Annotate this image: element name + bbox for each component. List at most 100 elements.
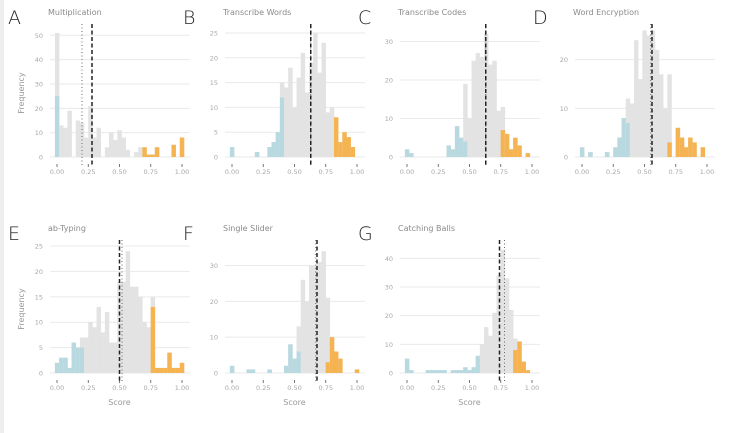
panel-title: Single Slider xyxy=(223,224,274,233)
histogram-bar xyxy=(463,83,468,157)
y-tick-label: 50 xyxy=(35,32,43,40)
histogram-bar xyxy=(479,56,485,157)
histogram-bar-low xyxy=(229,365,235,373)
histogram-bar-low xyxy=(75,347,81,373)
histogram-bar xyxy=(109,132,114,157)
histogram-bar xyxy=(104,312,110,373)
histogram-bar xyxy=(104,147,110,157)
histogram-bar xyxy=(117,130,122,157)
histogram-bar xyxy=(642,30,647,158)
y-tick-label: 40 xyxy=(385,255,393,263)
histogram-bar-high xyxy=(142,147,147,157)
histogram-bar-high xyxy=(333,117,339,157)
x-tick-label: 0.00 xyxy=(400,384,414,392)
panel-title: Multiplication xyxy=(48,8,102,17)
histogram-bar xyxy=(504,278,510,373)
y-tick-label: 0 xyxy=(214,370,218,378)
y-tick-label: 25 xyxy=(35,243,43,251)
x-tick-label: 0.50 xyxy=(112,168,126,176)
histogram-bar-high xyxy=(692,142,697,157)
panel-c: 0 10 20 30 0.00 0.25 0.50 0.75 1.00 C Transcribe C… xyxy=(358,7,540,176)
histogram-bar xyxy=(121,281,126,373)
y-tick-label: 10 xyxy=(560,105,568,113)
histogram-bar-high xyxy=(333,351,339,373)
histogram-bar-high xyxy=(521,361,526,373)
histogram-bar-low xyxy=(621,118,627,157)
histogram-bar-low xyxy=(254,152,260,157)
histogram-bar-low xyxy=(409,153,414,157)
histogram-bar xyxy=(84,337,89,373)
histogram-bar-low xyxy=(79,347,85,373)
panel-letter: C xyxy=(358,7,371,29)
x-tick-label: 0.00 xyxy=(400,168,414,176)
histogram-bar-low xyxy=(579,147,585,157)
histogram-bar-high xyxy=(158,367,164,373)
histogram-bar-high xyxy=(679,137,685,157)
panel-title: Transcribe Words xyxy=(222,8,291,17)
x-tick-label: 0.00 xyxy=(50,384,64,392)
y-tick-label: 10 xyxy=(385,341,393,349)
histogram-bar xyxy=(492,60,497,158)
histogram-bar-low xyxy=(463,141,468,157)
histogram-bar xyxy=(313,32,318,157)
histogram-bar-low xyxy=(467,370,472,373)
histogram-bar xyxy=(138,147,143,157)
histogram-bar-low xyxy=(588,152,593,157)
histogram-bar-low xyxy=(604,152,610,157)
y-tick-label: 15 xyxy=(210,79,218,87)
panel-title: ab-Typing xyxy=(48,224,86,233)
histogram-bar xyxy=(309,265,314,373)
histogram-bar-high xyxy=(675,127,681,157)
histogram-bar-low xyxy=(404,358,410,373)
histogram-bar xyxy=(300,279,306,373)
panel-e: 0 5 10 15 20 25 0.00 0.25 0.50 0.75 1.00 E ab-Typing… xyxy=(8,223,190,407)
histogram-bar xyxy=(659,74,664,157)
y-tick-label: 20 xyxy=(210,298,218,306)
y-tick-label: 30 xyxy=(210,262,218,270)
panel-letter: F xyxy=(183,223,194,245)
histogram-bar-high xyxy=(667,142,672,157)
y-tick-label: 15 xyxy=(35,293,43,301)
histogram-bar-high xyxy=(171,144,176,157)
histogram-bar xyxy=(475,53,481,158)
panel-d: 0 10 20 0.00 0.25 0.50 0.75 1.00 D Word Encryptio… xyxy=(533,7,715,176)
histogram-bar-high xyxy=(688,137,693,157)
histogram-bar xyxy=(92,327,97,373)
histogram-bar xyxy=(313,265,318,373)
y-tick-label: 5 xyxy=(214,129,218,137)
histogram-bar-high xyxy=(525,370,531,373)
histogram-bar-high xyxy=(150,306,156,373)
histogram-bar xyxy=(300,52,306,157)
x-tick-label: 0.75 xyxy=(494,384,508,392)
histogram-bar xyxy=(142,322,147,373)
histogram-bar xyxy=(629,103,635,157)
histogram-bar xyxy=(508,309,514,373)
histogram-bar-low xyxy=(279,97,285,157)
y-tick-label: 0 xyxy=(39,154,43,162)
x-tick-label: 0.25 xyxy=(256,384,270,392)
histogram-bar-high xyxy=(150,154,156,157)
x-tick-label: 1.00 xyxy=(525,168,539,176)
y-tick-label: 0 xyxy=(389,154,393,162)
x-tick-label: 0.75 xyxy=(144,168,158,176)
x-tick-label: 0.25 xyxy=(606,168,620,176)
panel-title: Catching Balls xyxy=(398,224,455,233)
histogram-bar xyxy=(92,137,97,157)
histogram-bar xyxy=(646,35,651,157)
histogram-bar-high xyxy=(154,367,160,373)
x-tick-label: 0.50 xyxy=(287,168,301,176)
x-tick-label: 1.00 xyxy=(175,384,189,392)
histogram-bar xyxy=(113,139,118,157)
histogram-bar xyxy=(129,286,135,373)
x-tick-label: 0.25 xyxy=(81,384,95,392)
x-axis-label: Score xyxy=(108,398,130,407)
y-tick-label: 20 xyxy=(35,105,43,113)
histogram-bar xyxy=(100,332,106,373)
y-tick-label: 20 xyxy=(385,312,393,320)
panel-letter: G xyxy=(358,223,373,245)
histogram-bar-low xyxy=(409,370,414,373)
histogram-bar xyxy=(125,149,131,157)
histogram-bar xyxy=(317,72,322,157)
histogram-bar-low xyxy=(454,126,460,157)
x-tick-label: 0.50 xyxy=(462,384,476,392)
